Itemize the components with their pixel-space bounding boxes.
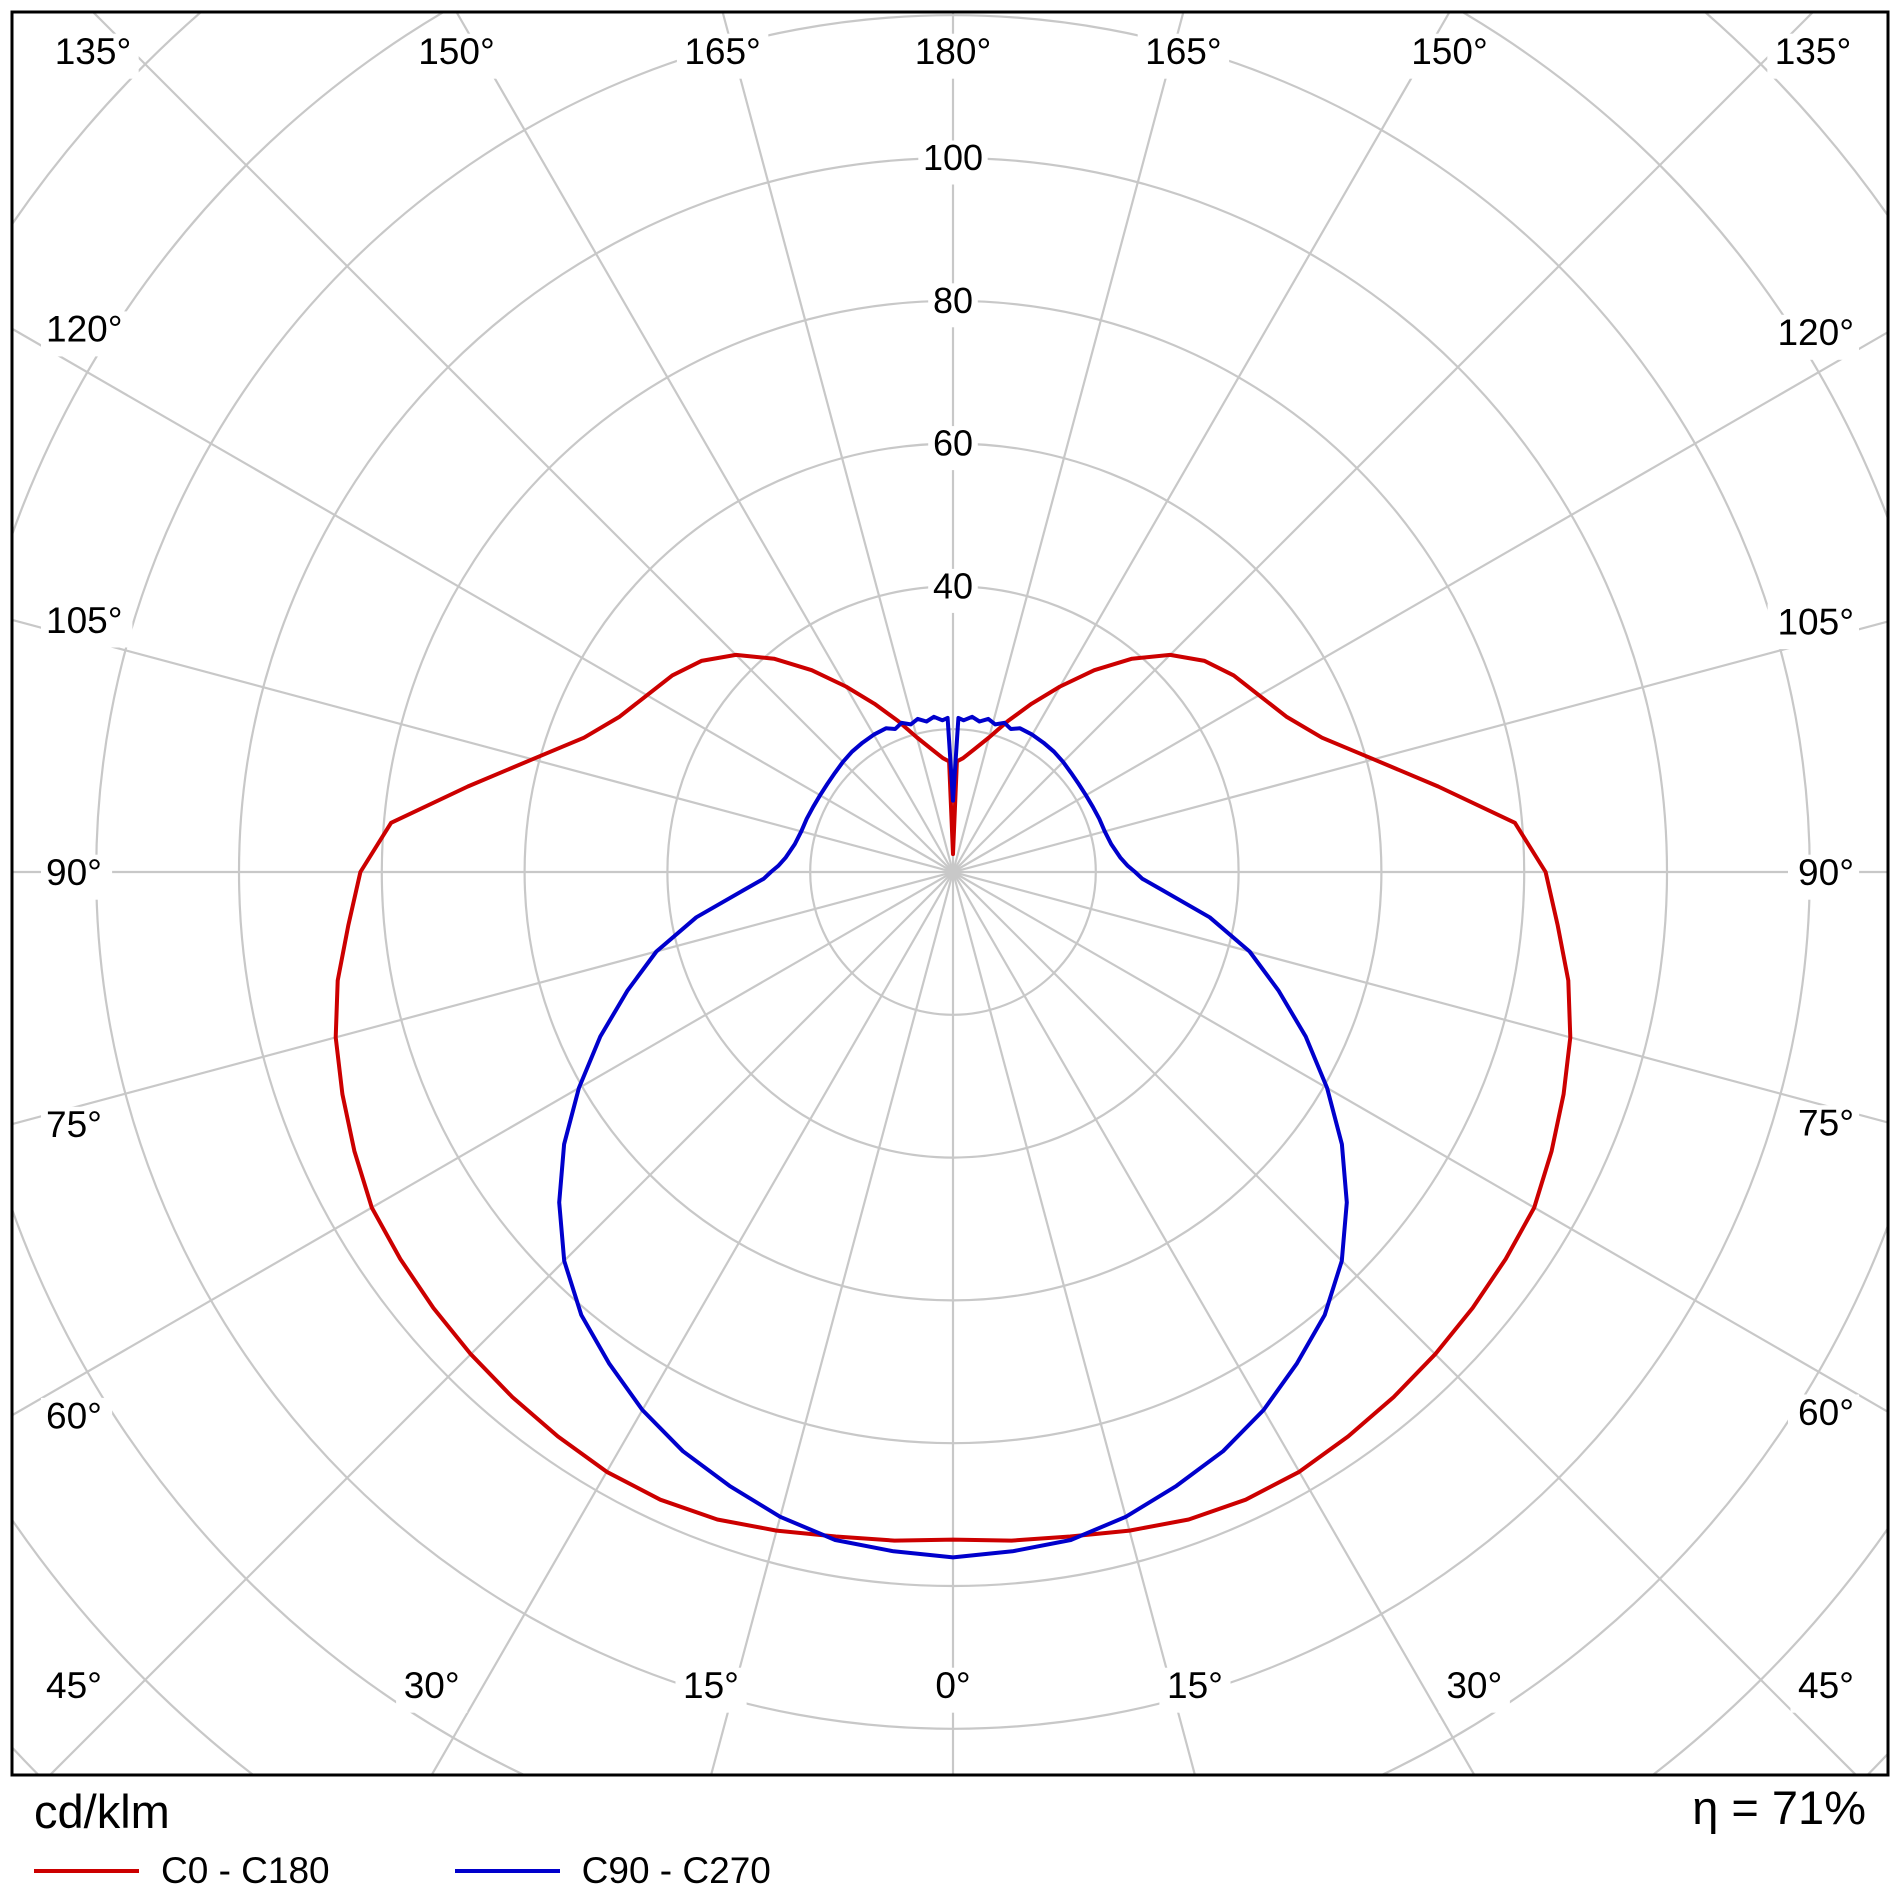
- angle-label-90-right: 90°: [1798, 852, 1854, 893]
- angle-label-90-left: 90°: [46, 852, 102, 893]
- radial-tick-label-40: 40: [933, 565, 973, 606]
- radial-tick-label-100: 100: [923, 137, 983, 178]
- radial-tick-label-60: 60: [933, 423, 973, 464]
- angle-label-75-right: 75°: [1798, 1103, 1854, 1144]
- label-background: [676, 33, 769, 79]
- angle-label-120-right: 120°: [1777, 312, 1854, 353]
- efficiency-label: η = 71%: [1692, 1781, 1866, 1834]
- angle-label-45-right: 45°: [1798, 1665, 1854, 1706]
- label-background: [1767, 604, 1859, 650]
- label-background: [927, 1667, 979, 1713]
- angle-label-105-right: 105°: [1777, 602, 1854, 643]
- chart-legend: C0 - C180 C90 - C270: [34, 1850, 771, 1892]
- angle-label-75-left: 75°: [46, 1104, 102, 1145]
- label-background: [675, 1667, 747, 1713]
- angle-label-135-left: 135°: [55, 31, 132, 72]
- label-background: [410, 33, 503, 79]
- label-background: [41, 602, 133, 648]
- angle-label-15-left: 15°: [683, 1665, 739, 1706]
- label-background: [1788, 854, 1860, 900]
- angle-label-165-left: 165°: [684, 31, 761, 72]
- label-background: [41, 854, 113, 900]
- label-background: [928, 283, 978, 328]
- angle-label-60-right: 60°: [1798, 1392, 1854, 1433]
- label-background: [928, 426, 978, 471]
- angle-label-150-right: 150°: [1411, 31, 1488, 72]
- label-background: [38, 1667, 110, 1713]
- legend-item-c0-c180: C0 - C180: [34, 1850, 330, 1892]
- curve-c0-c180: [333, 652, 1573, 1543]
- legend-label-c0-c180: C0 - C180: [161, 1850, 330, 1891]
- legend-item-c90-c270: C90 - C270: [454, 1850, 771, 1892]
- angle-label-135-right: 135°: [1775, 31, 1852, 72]
- label-background: [907, 33, 999, 79]
- label-background: [1137, 33, 1230, 79]
- label-background: [918, 140, 988, 185]
- label-background: [47, 33, 139, 79]
- label-background: [396, 1667, 468, 1713]
- label-background: [41, 1397, 113, 1443]
- angle-label-60-left: 60°: [46, 1395, 102, 1436]
- label-background: [41, 311, 133, 357]
- angle-label-30-right: 30°: [1446, 1665, 1502, 1706]
- label-background: [1788, 1394, 1860, 1440]
- unit-label: cd/klm: [34, 1785, 170, 1838]
- angle-label-0-right: 0°: [935, 1665, 970, 1706]
- angle-label-165-right: 165°: [1145, 31, 1222, 72]
- angle-label-15-right: 15°: [1167, 1665, 1223, 1706]
- legend-swatch-red-line: [34, 1869, 139, 1873]
- label-background: [1767, 314, 1859, 360]
- angle-label-180-right: 180°: [915, 31, 992, 72]
- label-background: [1790, 1667, 1862, 1713]
- label-background: [1159, 1667, 1231, 1713]
- legend-swatch-blue-line: [454, 1869, 560, 1873]
- angle-label-120-left: 120°: [46, 309, 123, 350]
- angle-label-105-left: 105°: [46, 600, 123, 641]
- label-background: [1767, 33, 1859, 79]
- curve-c90-c270: [557, 714, 1349, 1560]
- angle-label-45-left: 45°: [46, 1665, 102, 1706]
- label-background: [1438, 1667, 1510, 1713]
- plot-border: [10, 10, 1890, 1777]
- angle-label-150-left: 150°: [418, 31, 495, 72]
- label-background: [928, 568, 978, 613]
- radial-tick-label-80: 80: [933, 280, 973, 321]
- angle-label-30-left: 30°: [404, 1665, 460, 1706]
- label-background: [41, 1106, 113, 1152]
- legend-label-c90-c270: C90 - C270: [581, 1850, 771, 1891]
- label-background: [1403, 33, 1496, 79]
- label-background: [1788, 1105, 1860, 1151]
